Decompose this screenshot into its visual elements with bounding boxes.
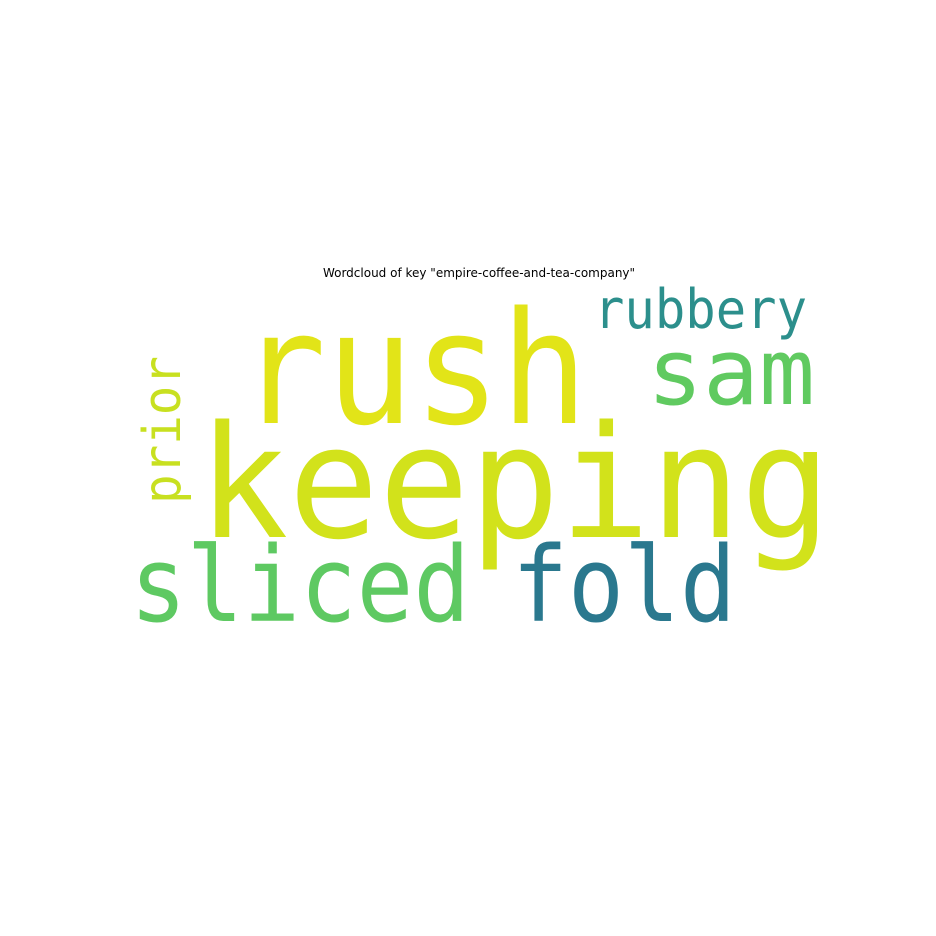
word-rubbery: rubbery (594, 278, 807, 341)
word-keeping: keeping (198, 392, 831, 574)
word-sliced: sliced (130, 524, 470, 646)
chart-title: Wordcloud of key "empire-coffee-and-tea-… (322, 266, 636, 280)
word-fold: fold (512, 524, 736, 646)
word-prior: prior (133, 356, 193, 504)
word-sam: sam (647, 319, 815, 426)
word-rush: rush (239, 278, 588, 460)
